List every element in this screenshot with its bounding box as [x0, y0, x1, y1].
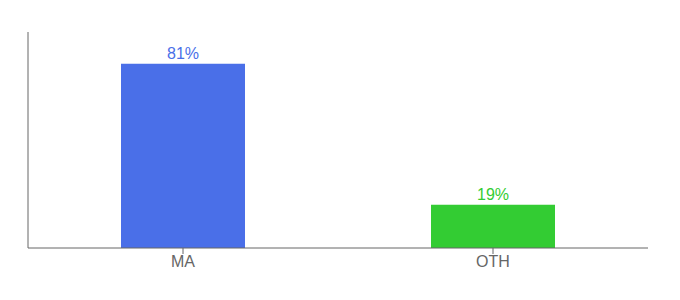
svg-text:81%: 81%	[167, 45, 199, 62]
svg-text:19%: 19%	[477, 186, 509, 203]
svg-text:OTH: OTH	[476, 253, 510, 270]
svg-text:MA: MA	[171, 253, 195, 270]
